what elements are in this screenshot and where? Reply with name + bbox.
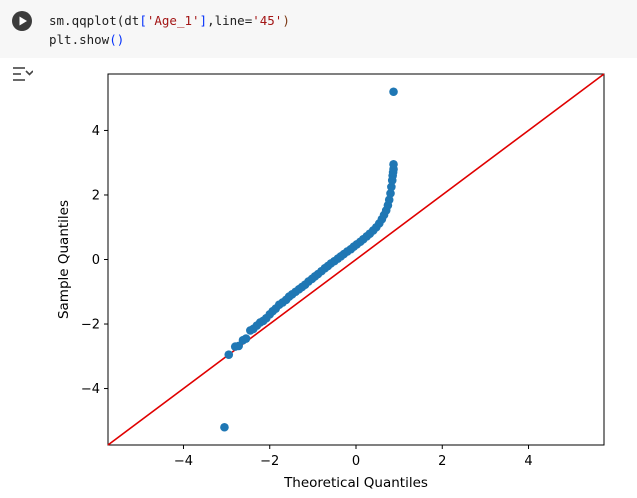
x-tick-label: −4 bbox=[174, 454, 193, 469]
y-tick-label: 4 bbox=[92, 124, 100, 139]
run-cell-button[interactable] bbox=[12, 11, 32, 31]
data-point bbox=[389, 160, 398, 169]
y-axis-label: Sample Quantiles bbox=[56, 200, 72, 319]
x-tick-label: 2 bbox=[438, 454, 446, 469]
code-line-1: sm.qqplot(dt['Age_1'],line='45') bbox=[49, 13, 290, 28]
data-point bbox=[384, 195, 394, 205]
code-token: sm.qqplot(dt bbox=[49, 13, 140, 28]
data-point bbox=[241, 334, 251, 343]
y-tick-label: −4 bbox=[81, 382, 100, 397]
data-point bbox=[220, 422, 229, 432]
output-toggle-icon[interactable] bbox=[11, 66, 34, 82]
x-tick-label: 4 bbox=[524, 454, 532, 469]
play-icon bbox=[19, 16, 27, 26]
code-editor[interactable]: sm.qqplot(dt['Age_1'],line='45') plt.sho… bbox=[49, 11, 290, 49]
x-tick-label: 0 bbox=[352, 454, 360, 469]
x-tick-label: −2 bbox=[260, 454, 279, 469]
code-token: 'Age_1' bbox=[146, 13, 200, 28]
code-token: ,line= bbox=[207, 13, 253, 28]
data-point bbox=[386, 189, 395, 198]
code-cell[interactable]: sm.qqplot(dt['Age_1'],line='45') plt.sho… bbox=[0, 0, 637, 58]
x-axis-label: Theoretical Quantiles bbox=[283, 475, 428, 491]
code-token: () bbox=[109, 32, 125, 47]
y-tick-label: 2 bbox=[92, 188, 100, 203]
reference-line bbox=[107, 73, 605, 446]
code-line-2: plt.show() bbox=[49, 32, 124, 47]
code-token: plt.show bbox=[49, 32, 110, 47]
code-token: ) bbox=[282, 13, 290, 28]
code-token: ] bbox=[199, 13, 208, 28]
y-tick-label: −2 bbox=[81, 318, 100, 333]
data-point bbox=[389, 87, 398, 97]
code-token: [ bbox=[139, 13, 147, 28]
data-point bbox=[224, 350, 234, 359]
code-token: '45' bbox=[252, 13, 283, 28]
y-tick-label: 0 bbox=[92, 253, 100, 268]
data-point bbox=[387, 182, 396, 192]
